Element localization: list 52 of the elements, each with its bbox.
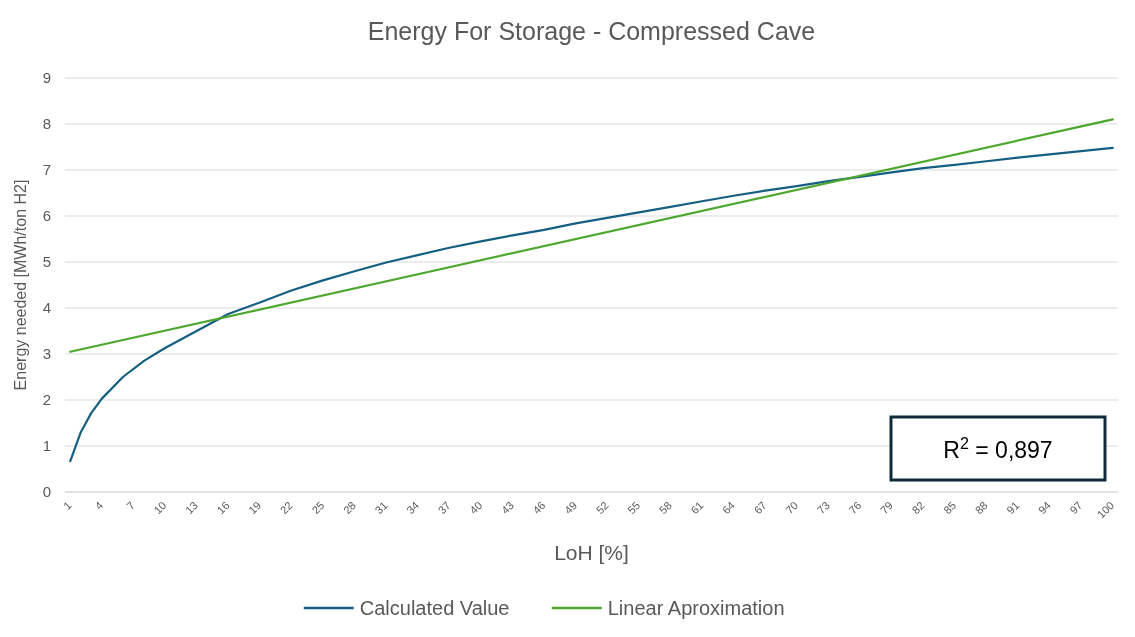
x-tick-label: 49 xyxy=(562,498,580,517)
annotation: R$^{2}$ = 0,897 xyxy=(943,434,1053,463)
legend-label: Linear Aproximation xyxy=(607,597,785,619)
y-tick-label: 6 xyxy=(42,207,51,224)
x-tick-label: 100 xyxy=(1094,498,1117,521)
y-tick-label: 1 xyxy=(42,437,51,454)
x-tick-label: 76 xyxy=(846,498,864,517)
x-tick-label: 40 xyxy=(467,498,485,517)
legend-label: Calculated Value xyxy=(359,597,510,619)
x-tick-label: 73 xyxy=(814,498,832,517)
y-tick-label: 3 xyxy=(42,345,51,362)
x-tick-label: 7 xyxy=(124,498,137,512)
x-tick-label: 1 xyxy=(60,498,74,512)
x-tick-label: 28 xyxy=(340,498,359,517)
x-tick-label: 43 xyxy=(498,498,516,517)
x-tick-label: 55 xyxy=(625,498,643,517)
y-tick-label: 7 xyxy=(42,161,51,178)
x-tick-label: 97 xyxy=(1067,498,1085,517)
y-tick-label: 0 xyxy=(42,483,51,500)
x-tick-label: 58 xyxy=(656,498,674,517)
x-tick-label: 70 xyxy=(783,498,801,517)
text-box: R$^{2}$ = 0,897 xyxy=(889,415,1107,482)
x-tick-label: 88 xyxy=(972,498,990,517)
x-tick-label: 19 xyxy=(246,498,264,517)
x-axis-title: LoH [%] xyxy=(554,541,629,564)
x-tick-label: 10 xyxy=(151,498,169,517)
x-tick-label: 64 xyxy=(719,498,738,517)
x-tick-label: 13 xyxy=(182,498,201,517)
y-tick-label: 5 xyxy=(42,253,51,270)
x-tick-label: 4 xyxy=(92,498,106,512)
y-tick-label: 8 xyxy=(42,115,51,132)
x-tick-label: 16 xyxy=(214,498,232,517)
x-tick-label: 61 xyxy=(688,498,706,517)
x-tick-label: 94 xyxy=(1035,498,1054,517)
y-tick-label: 4 xyxy=(42,299,51,316)
chart-title: Energy For Storage - Compressed Cave xyxy=(367,17,816,45)
x-tick-label: 79 xyxy=(877,498,896,517)
y-axis-title: Energy needed [MWh/ton H2] xyxy=(12,179,29,391)
x-tick-label: 85 xyxy=(941,498,959,517)
x-tick-label: 67 xyxy=(751,498,769,517)
x-tick-label: 22 xyxy=(277,498,295,517)
x-tick-label: 37 xyxy=(435,498,453,517)
x-tick-label: 25 xyxy=(309,498,327,517)
line-series xyxy=(69,146,1114,463)
x-tick-label: 82 xyxy=(909,498,927,517)
x-tick-label: 34 xyxy=(404,498,422,517)
x-tick-label: 31 xyxy=(372,498,390,517)
y-tick-label: 9 xyxy=(42,69,51,86)
x-tick-label: 52 xyxy=(593,498,611,517)
y-tick-label: 2 xyxy=(42,391,51,408)
x-tick-label: 91 xyxy=(1004,498,1022,517)
x-tick-label: 46 xyxy=(530,498,548,517)
